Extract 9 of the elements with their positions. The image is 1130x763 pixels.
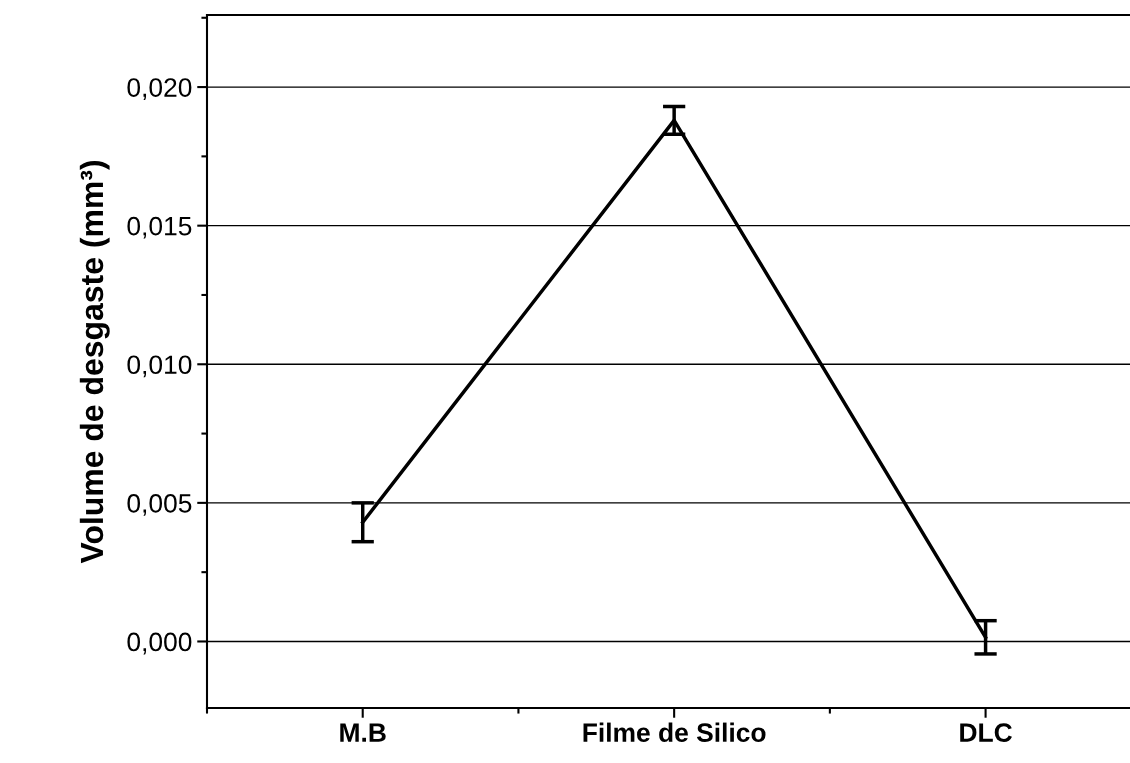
x-tick-label: DLC — [960, 723, 1012, 742]
y-tick-label: 0,015 — [127, 216, 192, 239]
x-tick-label: M.B — [340, 723, 386, 742]
x-tick-label: Filme de Silico — [583, 722, 766, 742]
y-tick-label: 0,020 — [127, 78, 192, 101]
y-tick-label: 0,000 — [127, 632, 192, 655]
y-axis-title: Volume de desgaste (mm³) — [79, 161, 110, 564]
y-tick-label: 0,010 — [127, 355, 192, 378]
y-tick-label: 0,005 — [127, 494, 192, 516]
